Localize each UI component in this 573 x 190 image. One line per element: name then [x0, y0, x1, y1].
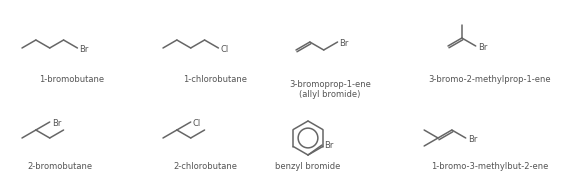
Text: 3-bromo-2-methylprop-1-ene: 3-bromo-2-methylprop-1-ene	[429, 75, 551, 84]
Text: 3-bromoprop-1-ene
(allyl bromide): 3-bromoprop-1-ene (allyl bromide)	[289, 80, 371, 99]
Text: Br: Br	[340, 39, 349, 48]
Text: Br: Br	[478, 43, 487, 51]
Text: Br: Br	[80, 44, 89, 54]
Text: Br: Br	[324, 142, 333, 150]
Text: Cl: Cl	[193, 119, 201, 127]
Text: Br: Br	[468, 135, 477, 143]
Text: 2-chlorobutane: 2-chlorobutane	[173, 162, 237, 171]
Text: 1-bromo-3-methylbut-2-ene: 1-bromo-3-methylbut-2-ene	[431, 162, 549, 171]
Text: 1-bromobutane: 1-bromobutane	[40, 75, 104, 84]
Text: Cl: Cl	[221, 44, 229, 54]
Text: Br: Br	[52, 119, 61, 127]
Text: benzyl bromide: benzyl bromide	[275, 162, 341, 171]
Text: 1-chlorobutane: 1-chlorobutane	[183, 75, 247, 84]
Text: 2-bromobutane: 2-bromobutane	[28, 162, 93, 171]
